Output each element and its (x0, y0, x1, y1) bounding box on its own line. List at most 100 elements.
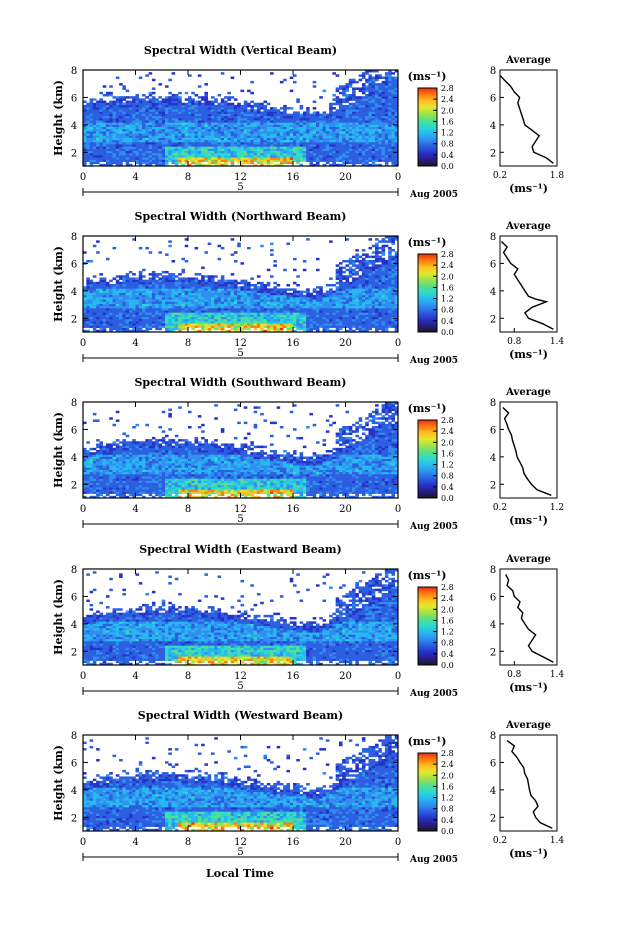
heatmap-cell (207, 122, 212, 125)
heatmap-cell (204, 96, 208, 99)
heatmap-cell (102, 104, 107, 108)
heatmap-cell (119, 107, 123, 110)
heatmap-cell (191, 100, 195, 104)
heatmap-cell (161, 150, 166, 154)
heatmap-cell (142, 135, 146, 138)
heatmap-cell (145, 113, 149, 117)
heatmap-cell (165, 305, 169, 309)
heatmap-cell (125, 118, 130, 121)
heatmap-cell (220, 104, 225, 108)
heatmap-cell (115, 297, 120, 300)
heatmap-cell (89, 155, 94, 158)
heatmap-cell (338, 323, 343, 326)
heatmap-cell (273, 150, 277, 154)
heatmap-cell (158, 139, 163, 143)
heatmap-cell (276, 284, 281, 287)
heatmap-cell (240, 327, 245, 331)
heatmap-cell (250, 277, 254, 280)
heatmap-cell (296, 113, 300, 117)
heatmap-cell (329, 118, 333, 121)
heatmap-cell (207, 279, 212, 283)
heatmap-cell (119, 146, 123, 149)
heatmap-cell (266, 288, 271, 291)
heatmap-cell (191, 327, 195, 331)
heatmap-cell (250, 325, 254, 328)
heatmap-cell (112, 133, 117, 136)
heatmap-cell (132, 288, 136, 291)
heatmap-cell (237, 122, 241, 125)
heatmap-cell (338, 286, 343, 289)
heatmap-cell (201, 318, 205, 322)
heatmap-cell (168, 316, 172, 320)
heatmap-cell (375, 150, 379, 154)
heatmap-cell (371, 120, 376, 123)
heatmap-cell (270, 148, 274, 152)
heatmap-cell (309, 118, 313, 121)
heatmap-cell (348, 115, 353, 119)
heatmap-cell (309, 327, 313, 331)
heatmap-cell (99, 104, 103, 108)
heatmap-cell (92, 113, 97, 117)
heatmap-cell (191, 91, 195, 95)
heatmap-cell (125, 128, 130, 132)
heatmap-cell (83, 321, 87, 324)
heatmap-cell (243, 301, 248, 304)
heatmap-cell (207, 294, 212, 298)
heatmap-cell (168, 303, 172, 307)
heatmap-cell (217, 257, 222, 261)
heatmap-cell (256, 131, 261, 134)
heatmap-cell (243, 310, 248, 313)
heatmap-cell (125, 161, 130, 165)
heatmap-cell (322, 139, 327, 143)
heatmap-cell (388, 113, 392, 117)
heatmap-cell (204, 281, 208, 285)
heatmap-cell (105, 325, 110, 328)
heatmap-cell (214, 288, 218, 291)
heatmap-cell (243, 325, 248, 328)
heatmap-cell (381, 126, 386, 130)
heatmap-cell (283, 128, 287, 132)
heatmap-cell (286, 142, 291, 145)
heatmap-cell (125, 323, 130, 326)
heatmap-cell (263, 297, 268, 300)
heatmap-cell (109, 91, 113, 95)
heatmap-cell (109, 94, 113, 97)
heatmap-cell (224, 152, 228, 156)
heatmap-cell (145, 292, 149, 296)
heatmap-cell (181, 131, 186, 134)
heatmap-cell (322, 111, 327, 114)
heatmap-cell (132, 238, 136, 241)
heatmap-cell (224, 115, 228, 119)
heatmap-cell (210, 107, 215, 110)
heatmap-cell (243, 137, 248, 141)
heatmap-cell (355, 131, 359, 134)
heatmap-cell (270, 124, 274, 128)
heatmap-cell (99, 281, 103, 285)
heatmap-cell (260, 111, 264, 114)
heatmap-cell (260, 148, 264, 152)
heatmap-cell (230, 76, 235, 80)
heatmap-cell (286, 329, 291, 333)
heatmap-cell (237, 290, 241, 294)
heatmap-cell (105, 113, 110, 117)
heatmap-cell (151, 155, 156, 158)
heatmap-cell (293, 120, 297, 123)
heatmap-cell (273, 163, 277, 167)
heatmap-cell (138, 325, 143, 328)
colorbar-tick-label: 0.0 (441, 162, 454, 171)
heatmap-cell (132, 155, 136, 158)
heatmap-cell (227, 321, 231, 324)
heatmap-cell (151, 284, 156, 287)
heatmap-cell (194, 297, 199, 300)
heatmap-cell (171, 137, 176, 141)
heatmap-cell (283, 120, 287, 123)
heatmap-cell (86, 329, 90, 333)
heatmap-cell (375, 128, 379, 132)
heatmap-cell (99, 148, 103, 152)
heatmap-cell (119, 109, 123, 112)
heatmap-cell (263, 111, 268, 114)
heatmap-cell (378, 111, 382, 114)
heatmap-cell (233, 288, 238, 291)
heatmap-cell (335, 74, 340, 77)
heatmap-cell (329, 148, 333, 152)
